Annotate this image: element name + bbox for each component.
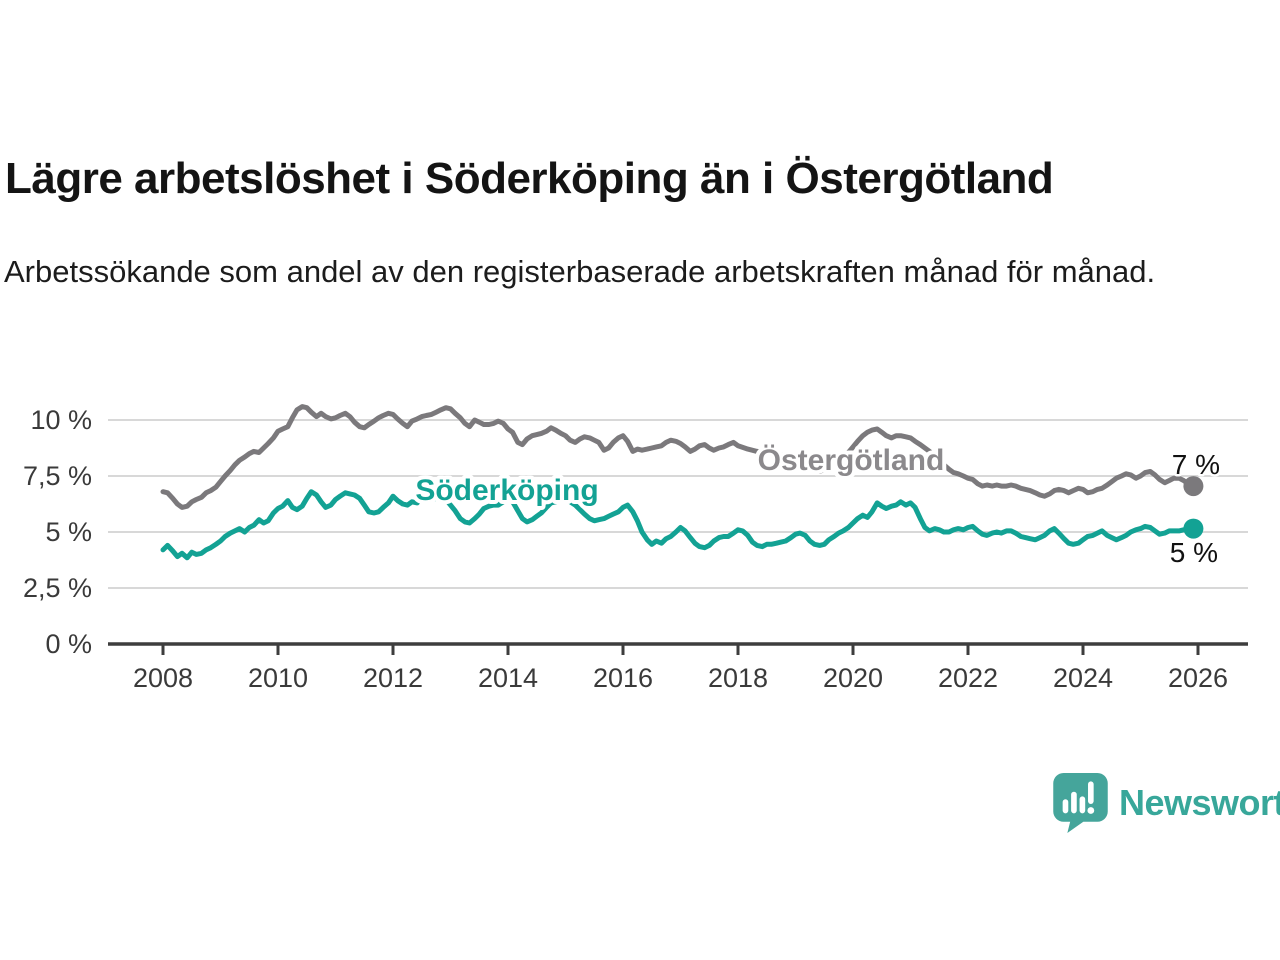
end-dot-söderköping <box>1183 518 1204 539</box>
y-tick-label: 7,5 % <box>23 461 92 491</box>
x-tick-label: 2022 <box>938 663 998 693</box>
x-tick-label: 2018 <box>708 663 768 693</box>
x-tick-label: 2008 <box>133 663 193 693</box>
end-value-label-soderkoping: 5 % <box>1170 537 1218 568</box>
page-subtitle: Arbetssökande som andel av den registerb… <box>4 254 1156 289</box>
series-label-ostergotland: Östergötland <box>758 444 945 477</box>
end-dot-östergötland <box>1183 476 1204 497</box>
series-line-östergötland <box>160 404 1196 510</box>
x-axis-ticks <box>161 644 1200 655</box>
gridlines <box>108 419 1248 589</box>
y-tick-label: 2,5 % <box>23 573 92 603</box>
series-lines <box>160 404 1204 561</box>
x-tick-label: 2026 <box>1168 663 1228 693</box>
y-axis-tick-labels: 0 % 2,5 % 5 % 7,5 % 10 % <box>23 405 92 659</box>
x-tick-label: 2020 <box>823 663 883 693</box>
y-tick-label: 5 % <box>45 517 92 547</box>
page-title: Lägre arbetslöshet i Söderköping än i Ös… <box>5 154 1054 203</box>
y-tick-label: 10 % <box>30 405 92 435</box>
x-tick-label: 2010 <box>248 663 308 693</box>
series-label-soderkoping: Söderköping <box>415 474 598 507</box>
newsworthy-logo: Newsworthy <box>1052 772 1280 834</box>
x-tick-label: 2016 <box>593 663 653 693</box>
x-tick-label: 2014 <box>478 663 538 693</box>
y-tick-label: 0 % <box>45 629 92 659</box>
x-axis-tick-labels: 2008 2010 2012 2014 2016 2018 2020 2022 2024 2026 <box>133 663 1228 693</box>
mini-bar-chart-glyph <box>1062 781 1095 814</box>
newsworthy-speech-bubble-chart-icon <box>1053 772 1108 834</box>
x-tick-label: 2012 <box>363 663 423 693</box>
end-value-label-ostergotland: 7 % <box>1172 449 1220 480</box>
series-line-söderköping <box>160 489 1196 561</box>
x-tick-label: 2024 <box>1053 663 1113 693</box>
newsworthy-logo-text: Newsworthy <box>1119 782 1280 823</box>
